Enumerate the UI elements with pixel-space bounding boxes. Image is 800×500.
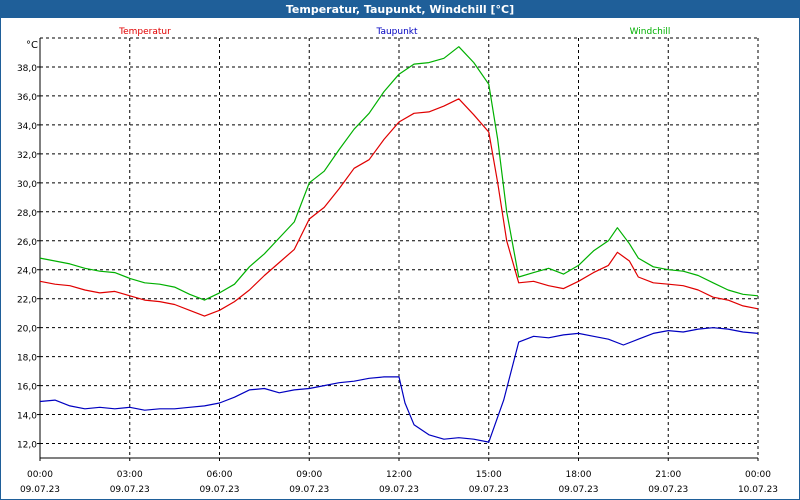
y-axis-label: °C: [26, 40, 38, 51]
y-tick-label: 30,0: [17, 180, 37, 190]
y-tick-label: 18,0: [17, 354, 37, 364]
legend-windchill: Windchill: [630, 27, 671, 37]
x-tick-date: 09.07.23: [469, 485, 509, 495]
x-tick-date: 09.07.23: [110, 485, 150, 495]
y-tick-label: 36,0: [17, 93, 37, 103]
y-tick-label: 24,0: [17, 267, 37, 277]
y-tick-label: 34,0: [17, 122, 37, 132]
series-line-windchill: [39, 46, 759, 301]
y-tick-label: 20,0: [17, 325, 37, 335]
x-tick-time: 03:00: [117, 470, 143, 480]
y-tick-label: 16,0: [17, 383, 37, 393]
y-tick-label: 38,0: [17, 64, 37, 74]
legend-temperatur: Temperatur: [118, 27, 171, 37]
x-tick-time: 21:00: [655, 470, 681, 480]
x-tick-time: 00:00: [745, 470, 771, 480]
x-tick-time: 15:00: [476, 470, 502, 480]
x-tick-date: 09.07.23: [379, 485, 419, 495]
y-tick-label: 14,0: [17, 412, 37, 422]
x-tick-time: 06:00: [207, 470, 233, 480]
x-tick-date: 09.07.23: [558, 485, 598, 495]
x-tick-time: 00:00: [27, 470, 53, 480]
legend-taupunkt: Taupunkt: [375, 27, 418, 37]
x-tick-time: 12:00: [386, 470, 412, 480]
y-tick-label: 28,0: [17, 209, 37, 219]
x-tick-date: 10.07.23: [738, 485, 778, 495]
x-tick-date: 09.07.23: [199, 485, 239, 495]
y-tick-label: 12,0: [17, 441, 37, 451]
y-tick-label: 32,0: [17, 151, 37, 161]
x-tick-date: 09.07.23: [20, 485, 60, 495]
x-tick-time: 18:00: [566, 470, 592, 480]
x-tick-time: 09:00: [296, 470, 322, 480]
window-title: Temperatur, Taupunkt, Windchill [°C]: [1, 1, 799, 18]
x-tick-date: 09.07.23: [648, 485, 688, 495]
y-tick-label: 22,0: [17, 296, 37, 306]
x-tick-date: 09.07.23: [289, 485, 329, 495]
series-line-temperatur: [39, 98, 759, 317]
y-tick-label: 26,0: [17, 238, 37, 248]
series-line-taupunkt: [39, 327, 759, 443]
